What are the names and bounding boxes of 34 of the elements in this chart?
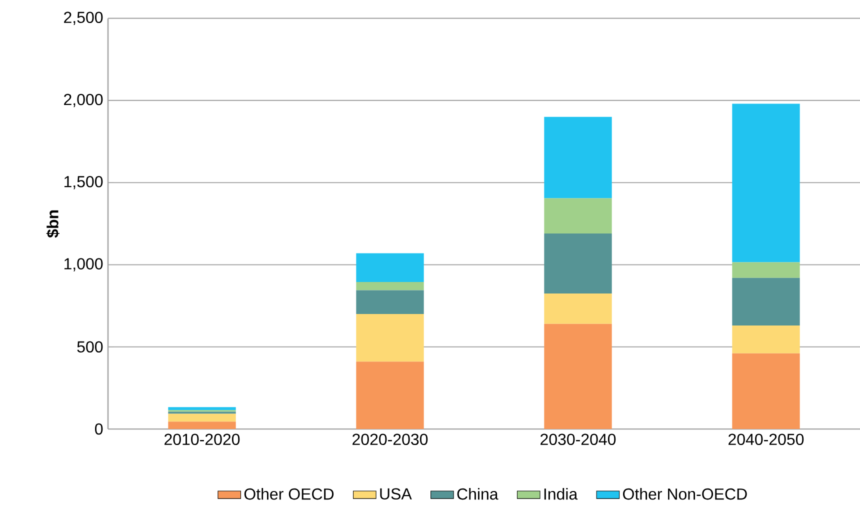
y-tick-label: 1,000 <box>64 258 103 272</box>
bar <box>356 290 424 314</box>
x-tick-label: 2030-2040 <box>540 434 616 446</box>
bar <box>168 407 236 410</box>
bar <box>544 198 612 234</box>
bar <box>544 116 612 198</box>
bar <box>544 324 612 429</box>
bar <box>356 314 424 362</box>
y-axis-title: $bn <box>46 210 60 238</box>
y-tick-label: 500 <box>77 341 103 353</box>
legend-label: USA <box>380 488 412 500</box>
bar <box>544 293 612 324</box>
legend-label: India <box>544 488 578 500</box>
x-tick-label: 2040-2050 <box>728 434 804 446</box>
bar <box>732 353 800 429</box>
bar <box>732 104 800 262</box>
legend-label: China <box>457 488 498 500</box>
bar <box>544 234 612 294</box>
y-tick-label: 0 <box>95 423 103 435</box>
bar <box>168 414 236 422</box>
y-tick-label: 2,000 <box>64 94 103 108</box>
legend-label: Other OECD <box>244 488 334 500</box>
bar <box>732 278 800 326</box>
bar <box>356 282 424 290</box>
bar <box>356 362 424 429</box>
bar <box>732 262 800 278</box>
bar <box>356 253 424 282</box>
y-tick-label: 1,500 <box>64 176 103 190</box>
legend-label: Other Non-OECD <box>623 488 747 500</box>
x-tick-label: 2020-2030 <box>352 434 428 446</box>
x-tick-label: 2010-2020 <box>164 434 240 446</box>
y-tick-label: 2,500 <box>64 12 103 25</box>
bar <box>732 326 800 354</box>
bar <box>168 422 236 429</box>
